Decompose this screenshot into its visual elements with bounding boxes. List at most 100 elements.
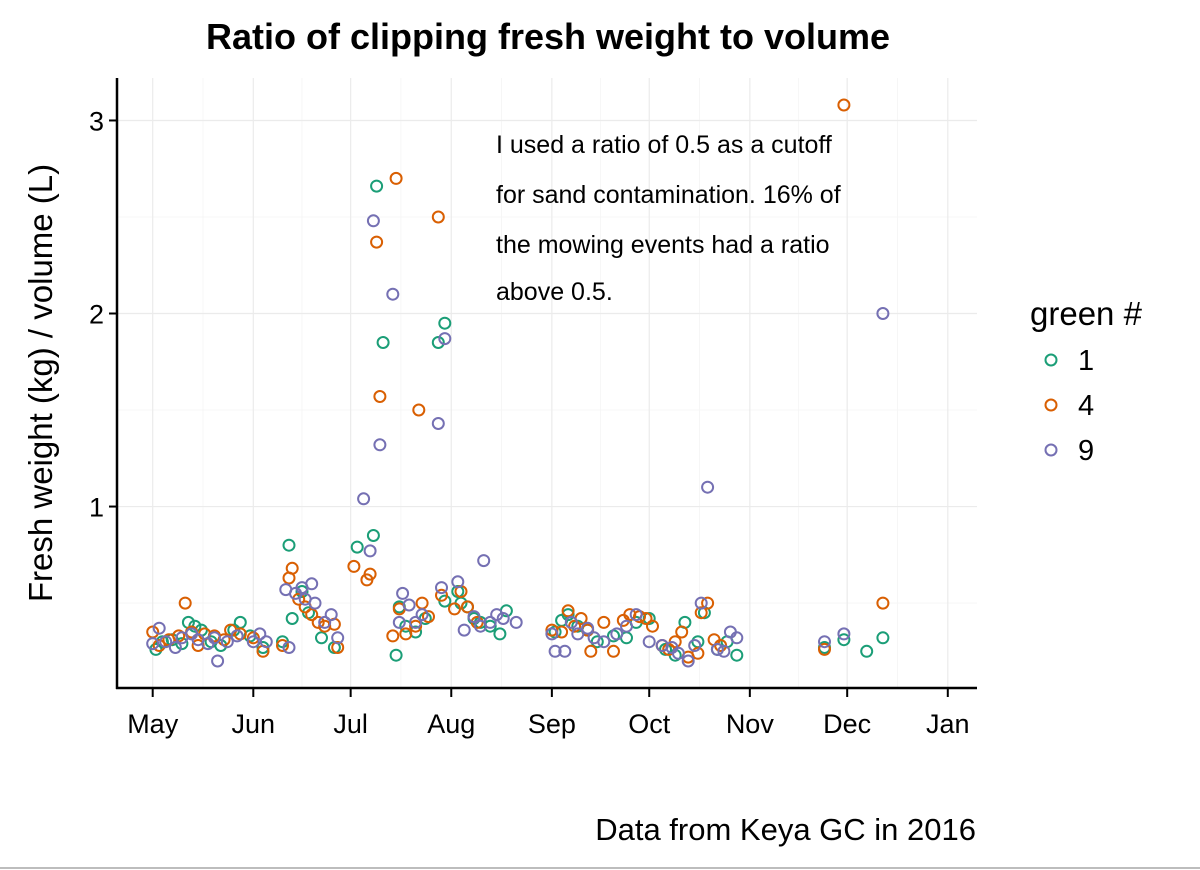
data-point xyxy=(431,336,445,349)
data-point xyxy=(295,585,309,598)
y-tick-label: 1 xyxy=(89,493,104,523)
data-point xyxy=(175,637,189,651)
chart-title: Ratio of clipping fresh weight to volume xyxy=(206,16,890,57)
legend: green # 1 4 9 xyxy=(1030,295,1143,467)
x-axis-ticks: May Jun Jul Aug Sep Oct Nov Dec Jan xyxy=(127,688,970,739)
legend-title: green # xyxy=(1030,295,1143,332)
data-point xyxy=(178,596,192,610)
x-tick-label: May xyxy=(127,709,179,739)
data-point xyxy=(671,646,685,660)
data-point xyxy=(259,635,273,649)
data-point xyxy=(357,492,371,506)
data-point xyxy=(483,619,497,633)
data-point xyxy=(876,631,890,645)
data-point xyxy=(389,648,403,662)
data-point xyxy=(373,438,387,452)
data-point xyxy=(399,627,413,641)
legend-label: 1 xyxy=(1078,345,1094,377)
caption: Data from Keya GC in 2016 xyxy=(595,812,976,847)
data-point xyxy=(438,316,452,330)
x-tick-label: Jan xyxy=(926,709,970,739)
data-point xyxy=(730,631,744,645)
data-point xyxy=(389,171,403,185)
data-point xyxy=(282,641,296,654)
data-point xyxy=(467,610,481,624)
data-point xyxy=(710,642,724,656)
data-point xyxy=(818,642,831,656)
data-point xyxy=(646,619,659,633)
data-point xyxy=(818,635,831,649)
data-points xyxy=(146,98,890,668)
data-point xyxy=(282,538,296,552)
data-point xyxy=(350,540,364,554)
data-point xyxy=(392,615,406,629)
data-point xyxy=(402,598,416,612)
data-point xyxy=(331,631,345,645)
data-point xyxy=(230,629,244,643)
data-point xyxy=(461,600,474,614)
data-point xyxy=(597,615,611,629)
data-point xyxy=(331,641,345,654)
y-axis-title: Fresh weight (kg) / volume (L) xyxy=(22,164,59,602)
data-point xyxy=(876,307,890,320)
data-point xyxy=(386,287,400,301)
x-tick-label: Nov xyxy=(726,709,775,739)
data-point xyxy=(422,610,435,624)
data-point xyxy=(597,635,611,649)
annotation-line-3: the mowing events had a ratio xyxy=(496,231,830,259)
data-point xyxy=(688,639,702,652)
data-point xyxy=(396,586,410,600)
data-point xyxy=(363,544,377,558)
data-point xyxy=(207,631,221,645)
data-point xyxy=(152,639,166,652)
data-point xyxy=(305,577,319,591)
data-point xyxy=(366,214,380,228)
data-point xyxy=(233,615,247,629)
data-point xyxy=(584,644,598,658)
data-point xyxy=(386,629,400,643)
annotation: I used a ratio of 0.5 as a cutoff for sa… xyxy=(496,131,841,306)
data-point xyxy=(548,644,562,658)
data-point xyxy=(493,627,507,641)
data-point xyxy=(366,529,380,542)
data-point xyxy=(477,554,491,568)
annotation-line-2: for sand contamination. 16% of xyxy=(496,181,841,209)
data-point xyxy=(363,567,377,581)
legend-key xyxy=(1044,398,1058,412)
data-point xyxy=(435,588,448,602)
data-point xyxy=(607,644,620,658)
x-tick-label: Sep xyxy=(528,709,576,739)
data-point xyxy=(276,639,289,652)
data-point xyxy=(415,608,429,622)
data-point xyxy=(448,602,461,616)
data-point xyxy=(211,654,225,668)
data-point xyxy=(451,575,465,589)
data-point xyxy=(318,615,332,629)
data-point xyxy=(435,581,448,595)
data-point xyxy=(568,619,582,633)
data-point xyxy=(610,627,624,641)
x-tick-label: Jun xyxy=(232,709,276,739)
data-point xyxy=(571,627,585,641)
annotation-line-1: I used a ratio of 0.5 as a cutoff xyxy=(496,131,832,159)
x-tick-label: Dec xyxy=(823,709,871,739)
data-point xyxy=(730,648,744,662)
y-axis-ticks: 1 2 3 xyxy=(89,106,117,523)
annotation-line-4: above 0.5. xyxy=(496,278,613,306)
data-point xyxy=(694,606,708,620)
data-point xyxy=(691,646,705,660)
data-point xyxy=(837,633,851,647)
data-point xyxy=(376,336,390,349)
data-point xyxy=(558,644,572,658)
data-point xyxy=(620,619,633,633)
legend-label: 4 xyxy=(1078,390,1094,422)
grid xyxy=(117,78,977,688)
data-point xyxy=(457,623,471,637)
data-point xyxy=(285,612,299,625)
data-point xyxy=(246,635,260,649)
data-point xyxy=(308,596,322,610)
data-point xyxy=(285,561,299,575)
data-point xyxy=(370,235,384,249)
data-point xyxy=(629,608,643,622)
